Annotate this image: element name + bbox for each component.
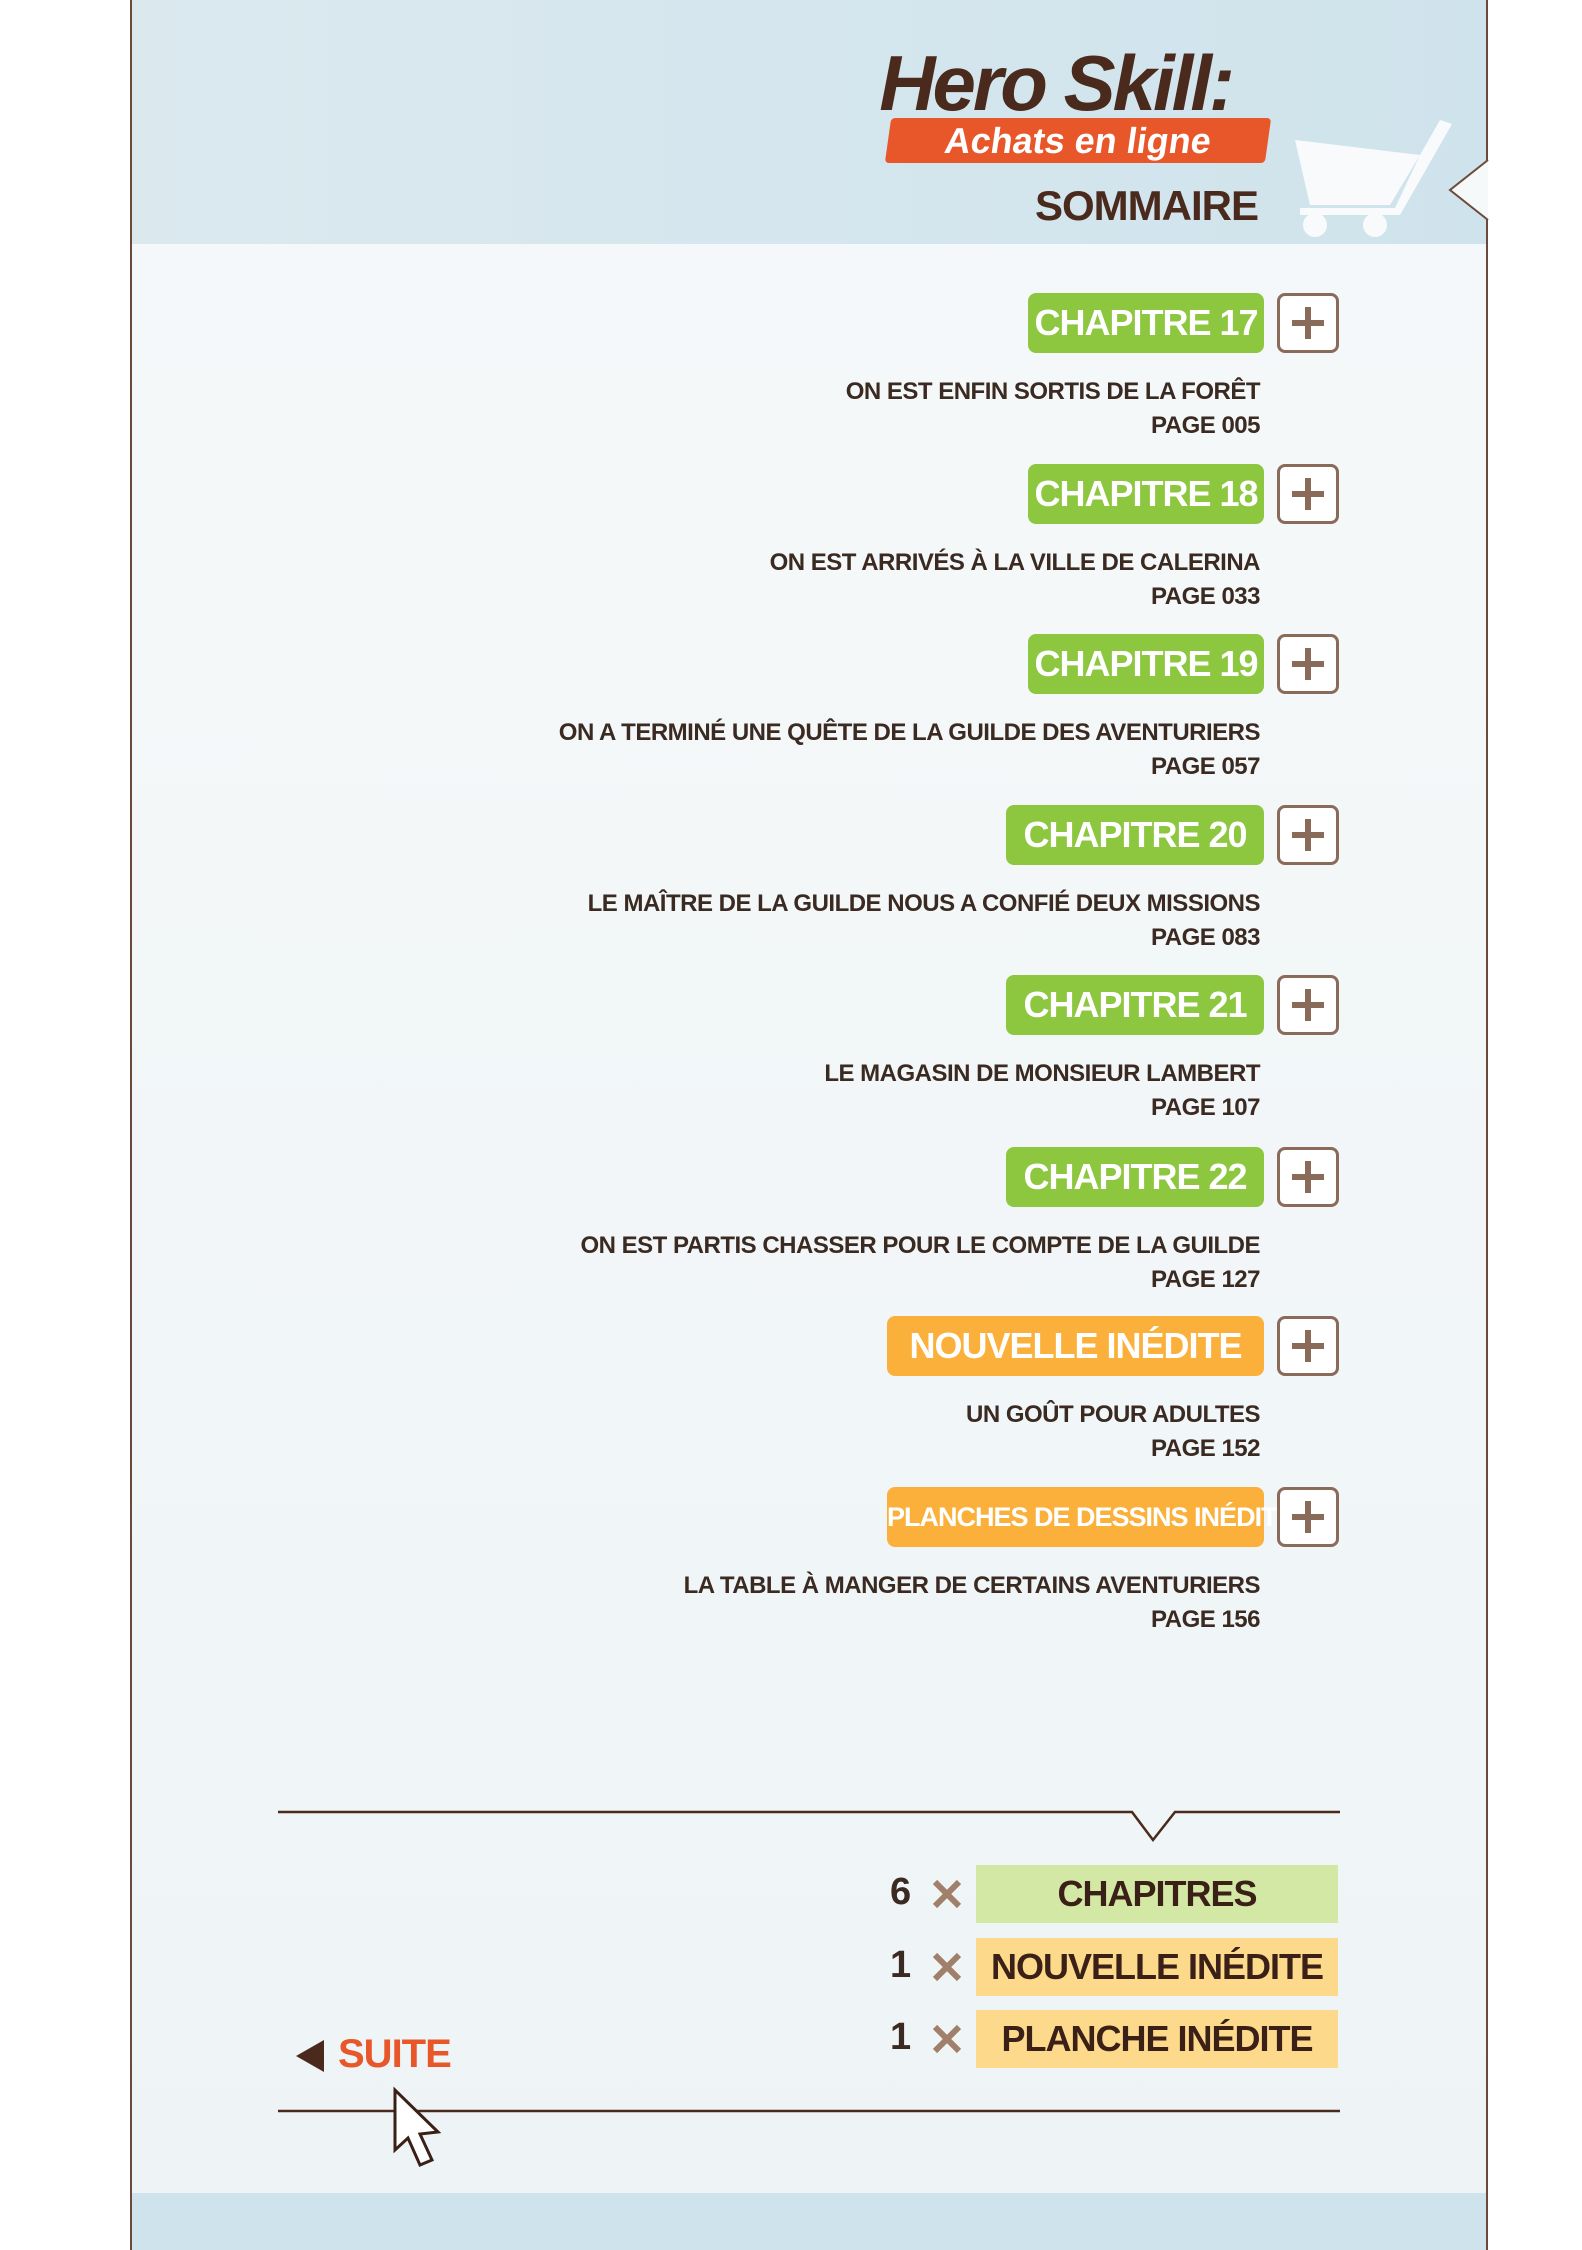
subtitle-banner: Achats en ligne [884, 118, 1272, 163]
expand-button[interactable] [1277, 1487, 1339, 1547]
expand-button[interactable] [1277, 634, 1339, 694]
section-page: PAGE 152 [1151, 1435, 1260, 1462]
section-button[interactable]: CHAPITRE 21 [1006, 975, 1264, 1035]
suite-link[interactable]: SUITE [338, 2032, 452, 2076]
plus-icon [1292, 478, 1324, 510]
count: 1 [890, 1944, 912, 1986]
cart-icon [1295, 120, 1452, 237]
section-page: PAGE 156 [1151, 1606, 1260, 1633]
count: 6 [890, 1871, 912, 1913]
plus-icon [1292, 819, 1324, 851]
section-title: ON EST PARTIS CHASSER POUR LE COMPTE DE … [580, 1232, 1260, 1259]
plus-icon [1292, 648, 1324, 680]
expand-button[interactable] [1277, 805, 1339, 865]
panel [130, 0, 1488, 2250]
times-icon [930, 1950, 964, 1984]
section-page: PAGE 057 [1151, 753, 1260, 780]
plus-icon [1292, 1330, 1324, 1362]
section-title: UN GOÛT POUR ADULTES [966, 1401, 1261, 1428]
section-title: ON A TERMINÉ UNE QUÊTE DE LA GUILDE DES … [558, 719, 1261, 746]
section-button[interactable]: CHAPITRE 20 [1006, 805, 1264, 865]
expand-button[interactable] [1277, 464, 1339, 524]
section-button[interactable]: CHAPITRE 18 [1028, 464, 1264, 524]
section-title: ON EST ARRIVÉS À LA VILLE DE CALERINA [769, 549, 1261, 576]
expand-button[interactable] [1277, 293, 1339, 353]
expand-button[interactable] [1277, 1316, 1339, 1376]
footer-band [132, 2193, 1486, 2250]
section-page: PAGE 107 [1151, 1094, 1260, 1121]
section-title: LA TABLE À MANGER DE CERTAINS AVENTURIER… [683, 1572, 1261, 1599]
times [932, 2024, 962, 2054]
plus-icon [1292, 307, 1324, 339]
expand-button[interactable] [1277, 975, 1339, 1035]
times [932, 1952, 962, 1982]
section-button[interactable]: NOUVELLE INÉDITE [887, 1316, 1264, 1376]
plus-icon [1292, 1161, 1324, 1193]
section-title: ON EST ENFIN SORTIS DE LA FORÊT [845, 378, 1261, 405]
times-icon [930, 2022, 964, 2056]
section-page: PAGE 127 [1151, 1266, 1260, 1293]
times-icon [930, 1877, 964, 1911]
count: 1 [890, 2016, 912, 2058]
back-arrow [296, 2040, 324, 2072]
divider [278, 1810, 1340, 1843]
summary-label: PLANCHE INÉDITE [976, 2010, 1338, 2068]
times [932, 1879, 962, 1909]
section-title: LE MAÎTRE DE LA GUILDE NOUS A CONFIÉ DEU… [587, 890, 1261, 917]
side-tab [1448, 159, 1489, 221]
expand-button[interactable] [1277, 1147, 1339, 1207]
summary-label: NOUVELLE INÉDITE [976, 1938, 1338, 1996]
section-title: LE MAGASIN DE MONSIEUR LAMBERT [824, 1060, 1260, 1087]
plus-icon [1292, 1501, 1324, 1533]
heading: SOMMAIRE [1035, 182, 1259, 229]
plus-icon [1292, 989, 1324, 1021]
section-button[interactable]: PLANCHES DE DESSINS INÉDITS [887, 1487, 1295, 1547]
section-button[interactable]: CHAPITRE 17 [1028, 293, 1264, 353]
cursor [393, 2086, 442, 2167]
section-page: PAGE 083 [1151, 924, 1260, 951]
section-page: PAGE 005 [1151, 412, 1260, 439]
summary-label: CHAPITRES [976, 1865, 1338, 1923]
section-button[interactable]: CHAPITRE 22 [1006, 1147, 1264, 1207]
title: Hero Skill: [879, 39, 1235, 127]
section-page: PAGE 033 [1151, 583, 1260, 610]
section-button[interactable]: CHAPITRE 19 [1028, 634, 1264, 694]
